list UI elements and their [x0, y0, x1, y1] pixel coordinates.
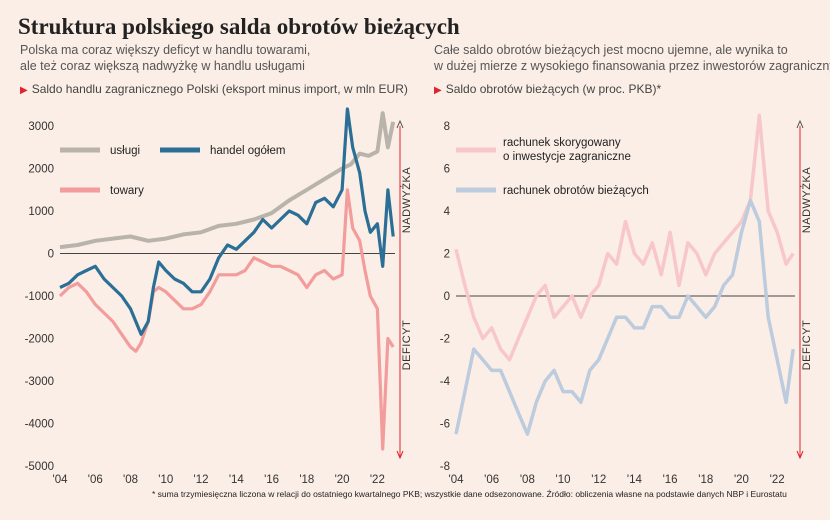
left-y-tick-label: 3000 — [28, 121, 54, 133]
right-annotation-bottom: DEFICYT — [801, 320, 813, 371]
right-x-tick-label: '06 — [484, 474, 499, 486]
left-subtitle-line-1: Polska ma coraz większy deficyt w handlu… — [20, 43, 311, 57]
right-x-tick-label: '22 — [770, 474, 785, 486]
right-x-tick-label: '08 — [520, 474, 535, 486]
left-x-tick-label: '12 — [194, 474, 209, 486]
left-x-tick-label: '04 — [53, 474, 69, 486]
left-y-tick-label: -1000 — [25, 291, 54, 303]
left-chart-subtitle-text: Saldo handlu zagranicznego Polski (ekspo… — [31, 82, 408, 96]
left-x-tick-label: '08 — [123, 474, 138, 486]
right-x-tick-label: '10 — [556, 474, 571, 486]
right-subtitle-line-1: Całe saldo obrotów bieżących jest mocno … — [434, 43, 788, 57]
left-x-tick-label: '20 — [335, 474, 350, 486]
right-y-tick-label: -6 — [440, 419, 450, 431]
right-y-tick-label: 4 — [444, 206, 451, 218]
right-legend-label: rachunek obrotów bieżących — [503, 185, 649, 197]
right-y-tick-label: 2 — [444, 249, 450, 261]
left-annotation-bottom: DEFICYT — [401, 320, 413, 371]
left-y-tick-label: 0 — [48, 249, 54, 261]
right-series-line — [454, 113, 795, 362]
left-x-tick-label: '22 — [370, 474, 385, 486]
right-y-tick-label: -4 — [440, 376, 451, 388]
left-x-tick-label: '16 — [264, 474, 279, 486]
left-legend-label: usługi — [110, 145, 140, 157]
left-legend-label: handel ogółem — [210, 145, 285, 157]
right-y-tick-label: 8 — [444, 121, 450, 133]
triangle-marker-icon: ▶ — [20, 85, 28, 96]
right-x-tick-label: '04 — [449, 474, 465, 486]
left-series-line — [59, 111, 396, 250]
left-series-line — [58, 188, 395, 451]
right-x-tick-label: '18 — [698, 474, 713, 486]
right-x-tick-label: '16 — [663, 474, 678, 486]
arrow-up-icon — [396, 119, 404, 129]
right-series-line — [454, 198, 795, 436]
footnote: * suma trzymiesięczna liczona w relacji … — [152, 489, 787, 499]
right-y-tick-label: 6 — [444, 164, 450, 176]
left-legend-label: towary — [110, 185, 144, 197]
right-annotation-top: NADWYŻKA — [800, 167, 813, 234]
left-y-tick-label: -4000 — [25, 419, 54, 431]
right-y-tick-label: -8 — [440, 461, 450, 473]
left-subtitle: Polska ma coraz większy deficyt w handlu… — [20, 42, 310, 74]
left-y-tick-label: -3000 — [25, 376, 54, 388]
left-chart-subtitle: ▶ Saldo handlu zagranicznego Polski (eksp… — [20, 82, 408, 96]
arrow-down-icon — [396, 450, 404, 460]
right-subtitle: Całe saldo obrotów bieżących jest mocno … — [434, 42, 830, 74]
right-chart-subtitle: ▶ Saldo obrotów bieżących (w proc. PKB)* — [434, 82, 661, 96]
left-subtitle-line-2: ale też coraz większą nadwyżkę w handlu … — [20, 59, 305, 73]
left-x-tick-label: '06 — [88, 474, 103, 486]
page-title: Struktura polskiego salda obrotów bieżąc… — [18, 14, 460, 39]
right-x-tick-label: '14 — [627, 474, 643, 486]
right-legend-label: rachunek skorygowany — [503, 137, 621, 149]
left-y-tick-label: -5000 — [25, 461, 54, 473]
left-y-tick-label: 1000 — [28, 206, 54, 218]
left-annotation-top: NADWYŻKA — [400, 167, 413, 234]
left-x-tick-label: '14 — [229, 474, 245, 486]
right-subtitle-line-2: w dużej mierze z wysokiego finansowania … — [434, 59, 830, 73]
right-y-tick-label: 0 — [444, 291, 450, 303]
right-legend-label: o inwestycje zagraniczne — [503, 151, 631, 163]
left-x-tick-label: '10 — [158, 474, 173, 486]
arrow-up-icon — [796, 119, 804, 129]
arrow-down-icon — [796, 450, 804, 460]
right-x-tick-label: '20 — [734, 474, 749, 486]
right-chart-subtitle-text: Saldo obrotów bieżących (w proc. PKB)* — [445, 82, 662, 96]
right-y-tick-label: -2 — [440, 334, 450, 346]
left-x-tick-label: '18 — [299, 474, 314, 486]
left-y-tick-label: -2000 — [25, 334, 54, 346]
right-x-tick-label: '12 — [591, 474, 606, 486]
left-y-tick-label: 2000 — [28, 164, 54, 176]
left-series-line — [59, 107, 395, 336]
triangle-marker-icon: ▶ — [434, 85, 442, 96]
